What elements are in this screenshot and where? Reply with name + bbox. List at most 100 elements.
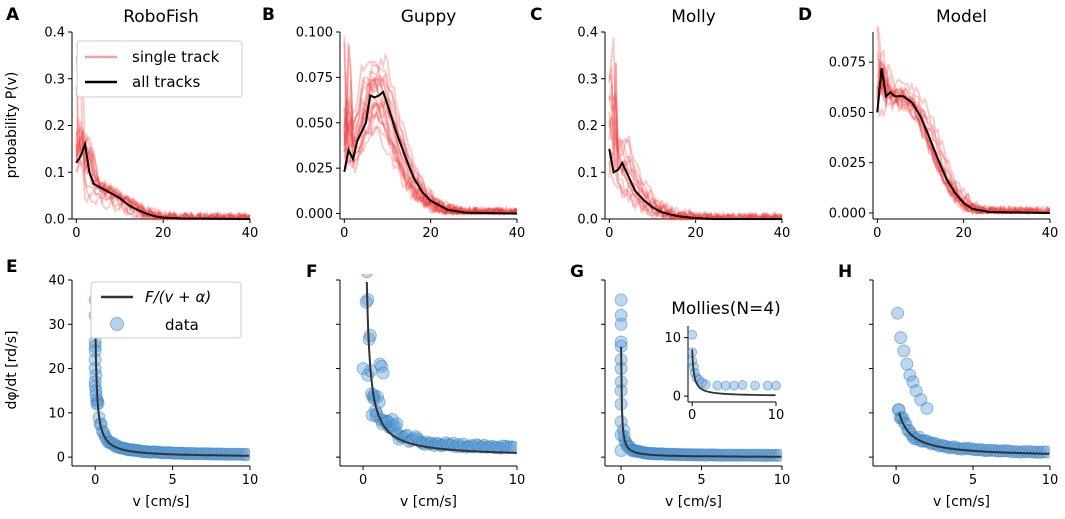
data-point (493, 441, 507, 455)
data-point (749, 448, 763, 462)
x-tick-label: 40 (509, 226, 526, 241)
data-point (672, 448, 685, 462)
tracks (876, 26, 1050, 217)
data-point (375, 359, 389, 373)
inset-data-point (697, 377, 708, 388)
inset-data-point (750, 380, 760, 391)
data-point (679, 448, 692, 462)
data-point (507, 441, 517, 454)
data-point (390, 417, 404, 431)
data-point (480, 440, 494, 454)
legend-single-label: single track (132, 48, 220, 66)
x-axis-label: v [cm/s] (665, 494, 722, 510)
data-point (1017, 445, 1031, 459)
y-tick-label: 0.000 (829, 206, 866, 221)
data-point (153, 445, 166, 459)
y-tick-label: 0.3 (44, 72, 65, 87)
fit-curve (620, 346, 782, 458)
data-point (425, 436, 439, 450)
x-tick-label: 0 (605, 226, 613, 241)
y-tick-label: 20 (48, 362, 65, 377)
data-point (202, 447, 216, 461)
single-track-line (876, 27, 1050, 215)
y-tick-label: 0.1 (577, 166, 598, 181)
data-point (741, 448, 755, 462)
data-point (711, 448, 725, 462)
all-tracks-line (75, 140, 251, 220)
data-point (763, 448, 777, 462)
legend-top-frame (76, 40, 243, 98)
data-point (186, 447, 200, 461)
data-point (232, 447, 246, 461)
data-point (984, 443, 998, 457)
data-point (975, 443, 989, 457)
data-point (769, 448, 782, 462)
panel-label: F (306, 262, 318, 282)
data-point (359, 218, 371, 230)
single-track-line (75, 76, 250, 221)
single-track-line (75, 136, 250, 221)
data-point (194, 447, 208, 461)
inset-title: Mollies(N=4) (671, 299, 781, 319)
single-track-line (608, 120, 782, 221)
single-track-line (75, 126, 250, 221)
data-point (614, 308, 628, 322)
x-axis-label: v [cm/s] (132, 494, 189, 510)
data-point (701, 448, 715, 462)
panel-label: D (798, 5, 812, 25)
data-point (189, 447, 203, 461)
single-track-line (876, 66, 1050, 215)
data-point (755, 448, 769, 462)
panel-label: E (6, 257, 18, 277)
data-point (722, 448, 735, 462)
data-point (240, 448, 250, 461)
panel-f: F 0 5 10 v [cm/s] (306, 218, 525, 510)
scatter-points (891, 306, 1050, 459)
x-tick-label: 5 (969, 473, 977, 488)
x-axis-label: v [cm/s] (933, 494, 990, 510)
data-point (467, 440, 481, 454)
panel-b: B Guppy 0 20 40 0.000 0.025 0.050 0.075 0.100 (262, 5, 525, 241)
data-point (1037, 445, 1050, 459)
bottom-ylabel: dφ/dt [rd/s] (4, 331, 20, 410)
panel-c: C Molly 0 20 40 0.0 0.1 0.2 0.3 0.4 (530, 5, 790, 241)
data-point (420, 435, 434, 449)
panel-d: D Model 0 20 40 0.000 0.025 0.050 0.075 (798, 5, 1058, 241)
data-point (766, 448, 780, 462)
data-point (409, 430, 423, 444)
y-tick-label: 0.050 (829, 106, 866, 121)
single-track-line (343, 42, 517, 216)
data-point (221, 447, 235, 461)
y-tick-label: 0.3 (577, 72, 598, 87)
y-tick-label: 40 (48, 274, 65, 289)
inset-y-tick-label: 10 (664, 331, 681, 346)
single-track-line (343, 73, 517, 216)
y-tick-label: 0.0 (44, 213, 65, 228)
data-point (681, 448, 695, 462)
data-point (400, 428, 414, 442)
single-track-line (608, 75, 782, 221)
data-point (1024, 445, 1038, 459)
data-point (215, 447, 229, 461)
y-tick-label: 0.4 (577, 26, 598, 41)
data-point (199, 447, 213, 461)
data-point (432, 437, 446, 451)
fit-curve (898, 412, 1050, 455)
data-point (176, 446, 190, 460)
data-point (235, 447, 249, 461)
legend-all-label: all tracks (132, 73, 200, 91)
single-track-line (343, 109, 517, 216)
legend-top: single track all tracks (76, 40, 243, 98)
data-point (162, 446, 176, 460)
single-track-line (75, 135, 250, 221)
x-tick-label: 0 (892, 473, 900, 488)
data-point (363, 329, 377, 342)
data-point (735, 448, 749, 462)
panel-label: C (530, 5, 542, 25)
data-point (676, 448, 690, 462)
x-tick-label: 0 (617, 473, 625, 488)
data-point (891, 306, 905, 320)
data-point (1040, 445, 1050, 459)
data-point (706, 448, 720, 462)
legend-bottom: F/(v + α) data (90, 281, 242, 339)
